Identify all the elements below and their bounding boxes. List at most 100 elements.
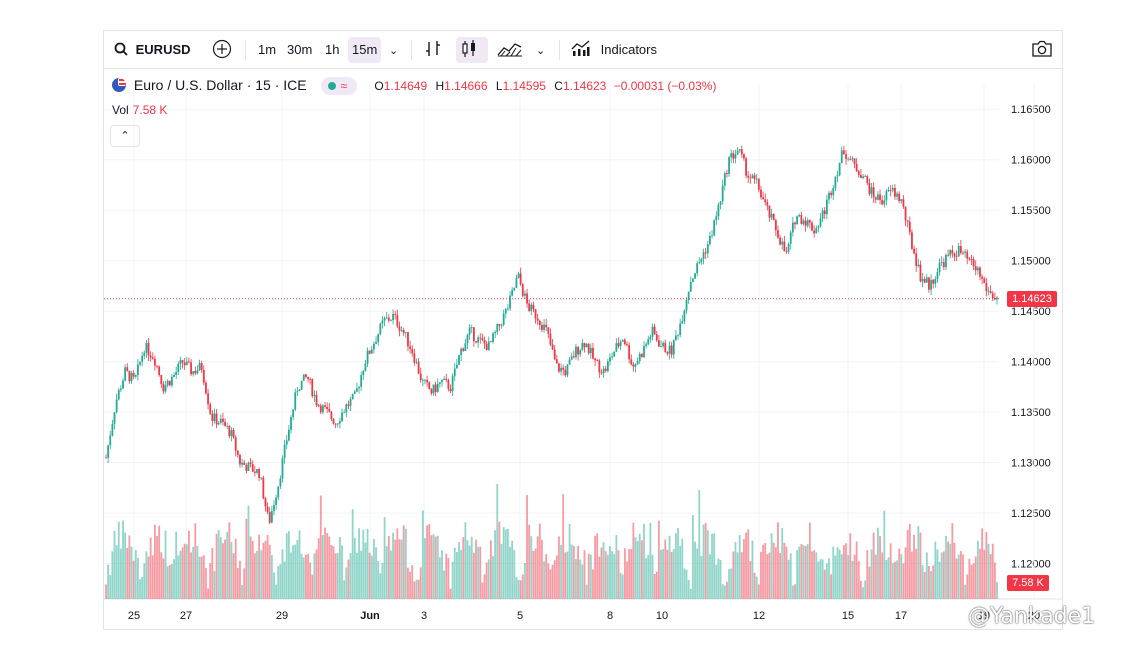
- collapse-legend-button[interactable]: ⌃: [110, 125, 140, 147]
- timeframe-30m[interactable]: 30m: [287, 42, 313, 57]
- candle-body: [736, 150, 739, 155]
- candle-body: [196, 370, 199, 374]
- candle-body: [496, 323, 499, 332]
- candle-body: [864, 176, 867, 177]
- volume-bar: [122, 520, 124, 599]
- candle-body: [285, 440, 288, 445]
- indicators-button[interactable]: Indicators: [571, 37, 657, 63]
- candle-body: [411, 348, 414, 354]
- candle-body: [205, 382, 207, 394]
- volume-bar: [987, 543, 990, 599]
- volume-bar: [874, 554, 877, 599]
- candle-body: [253, 471, 256, 473]
- volume-bar: [294, 544, 297, 599]
- candle-body: [109, 435, 112, 446]
- candle-body: [366, 350, 369, 364]
- volume-bar: [781, 528, 784, 599]
- volume-bar: [341, 545, 343, 599]
- candle-body: [545, 324, 548, 328]
- candle-body: [541, 324, 543, 330]
- candle-body: [249, 462, 252, 464]
- market-status-badge[interactable]: ≈: [320, 77, 357, 96]
- candle-body: [332, 418, 335, 424]
- timeframe-15m[interactable]: 15m: [348, 37, 382, 63]
- candle-body: [326, 406, 329, 409]
- volume-bar: [657, 520, 660, 599]
- candle-body: [111, 423, 114, 436]
- volume-bar: [579, 559, 582, 599]
- volume-bar: [692, 515, 694, 599]
- compare-button[interactable]: [212, 37, 232, 63]
- timeframe-menu-button[interactable]: ⌄: [389, 37, 398, 63]
- series-title[interactable]: Euro / U.S. Dollar · 15 · ICE: [133, 77, 307, 93]
- volume-bar: [849, 533, 852, 599]
- volume-bar: [706, 530, 709, 599]
- area-style-button[interactable]: [497, 37, 523, 63]
- candle-body: [555, 359, 558, 364]
- candle-body: [974, 266, 977, 271]
- price-axis-label: 1.16000: [1011, 155, 1051, 167]
- candle-body: [315, 394, 318, 406]
- volume-bar: [847, 554, 850, 599]
- candle-body: [889, 189, 892, 191]
- volume-bar: [655, 571, 658, 599]
- volume-bar: [534, 548, 537, 599]
- candle-body: [494, 331, 497, 334]
- volume-bar: [124, 532, 127, 599]
- price-axis-label: 1.12500: [1011, 508, 1051, 520]
- candle-body: [322, 405, 324, 413]
- candle-body: [513, 287, 516, 291]
- price-axis-label: 1.16500: [1011, 104, 1051, 116]
- chart-area[interactable]: 1.16500 1.16000 1.15500 1.15000 1.14500 1.140…: [104, 69, 1062, 629]
- screenshot-button[interactable]: [1031, 37, 1053, 63]
- volume-bar: [332, 546, 335, 599]
- volume-bar: [345, 567, 348, 599]
- candle-body: [558, 363, 560, 372]
- volume-bar: [470, 536, 473, 599]
- volume-bar: [602, 542, 605, 599]
- volume-bar: [872, 532, 875, 599]
- chart-type-menu-button[interactable]: ⌄: [536, 37, 545, 63]
- open-value: 1.14649: [383, 79, 428, 93]
- timeframe-1h[interactable]: 1h: [325, 42, 340, 57]
- volume-bar: [649, 522, 652, 599]
- volume-bar: [462, 537, 465, 599]
- symbol-search[interactable]: EURUSD: [114, 37, 191, 63]
- volume-bar: [181, 547, 184, 599]
- timeframe-1m[interactable]: 1m: [258, 42, 277, 57]
- volume-bar: [996, 582, 998, 599]
- volume-bar: [264, 540, 267, 599]
- volume-bar: [783, 542, 786, 599]
- price-axis-label: 1.13500: [1011, 407, 1051, 419]
- bars-icon: [426, 41, 440, 56]
- candle-body: [549, 333, 552, 345]
- price-chart[interactable]: 1.16500 1.16000 1.15500 1.15000 1.14500 1.140…: [104, 69, 1062, 629]
- candle-body: [606, 361, 609, 371]
- volume-bar: [904, 547, 907, 599]
- candle-style-button[interactable]: [456, 37, 488, 63]
- candle-body: [596, 360, 599, 362]
- volume-bar: [564, 552, 567, 599]
- volume-bar: [938, 561, 941, 599]
- candle-body: [105, 457, 107, 459]
- volume-bar: [324, 527, 326, 599]
- candle-body: [645, 344, 648, 347]
- candle-body: [568, 359, 571, 365]
- volume-bar: [351, 509, 354, 599]
- candle-body: [774, 220, 777, 231]
- volume-bar: [894, 561, 896, 599]
- candle-body: [589, 347, 592, 354]
- candle-body: [413, 353, 416, 363]
- volume-bar: [679, 545, 682, 599]
- candle-body: [664, 342, 667, 353]
- volume-bar: [317, 538, 320, 599]
- volume-bar: [651, 554, 654, 599]
- candle-body: [470, 327, 473, 329]
- bar-style-button[interactable]: [424, 37, 442, 63]
- volume-bar: [891, 563, 894, 599]
- volume-bar: [147, 556, 150, 599]
- volume-label: Vol: [112, 103, 129, 117]
- candle-body: [806, 220, 809, 226]
- candle-body: [562, 367, 565, 370]
- candle-body: [547, 327, 550, 334]
